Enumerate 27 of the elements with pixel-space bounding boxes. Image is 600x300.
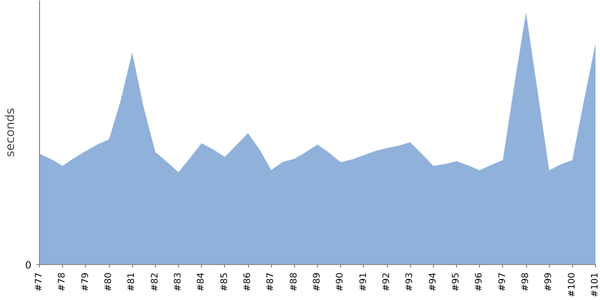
x-tick-label: #94 — [428, 272, 438, 292]
x-tick-label: #81 — [127, 272, 138, 292]
x-tick-label: #93 — [405, 272, 416, 292]
x-tick-label: #83 — [174, 272, 184, 292]
x-tick-label: #99 — [544, 272, 554, 292]
x-tick-label: #100 — [567, 272, 578, 298]
x-tick-label: #92 — [382, 272, 392, 292]
x-tick-label: #82 — [150, 272, 160, 292]
x-tick-label: #101 — [590, 272, 600, 298]
x-tick-label: #80 — [104, 272, 114, 292]
x-tick-label: #89 — [312, 272, 322, 292]
x-tick-label: #97 — [498, 272, 508, 292]
x-tick-label: #87 — [266, 272, 276, 292]
x-tick-label: #86 — [243, 272, 253, 292]
x-tick-label: #84 — [196, 272, 207, 292]
text: 0 — [25, 260, 32, 272]
x-tick-label: #85 — [220, 272, 230, 292]
x-tick-label: #90 — [336, 272, 346, 292]
x-tick-label: #77 — [34, 272, 44, 292]
x-tick-label: #79 — [80, 272, 91, 292]
x-tick-label: #91 — [358, 272, 369, 292]
y-axis-title: seconds — [3, 108, 18, 158]
x-tick-label: #78 — [58, 272, 68, 292]
x-tick-label: #98 — [521, 272, 531, 292]
x-tick-label: #88 — [289, 272, 300, 292]
x-tick-label: #95 — [452, 272, 462, 292]
x-tick-label: #96 — [474, 272, 485, 292]
